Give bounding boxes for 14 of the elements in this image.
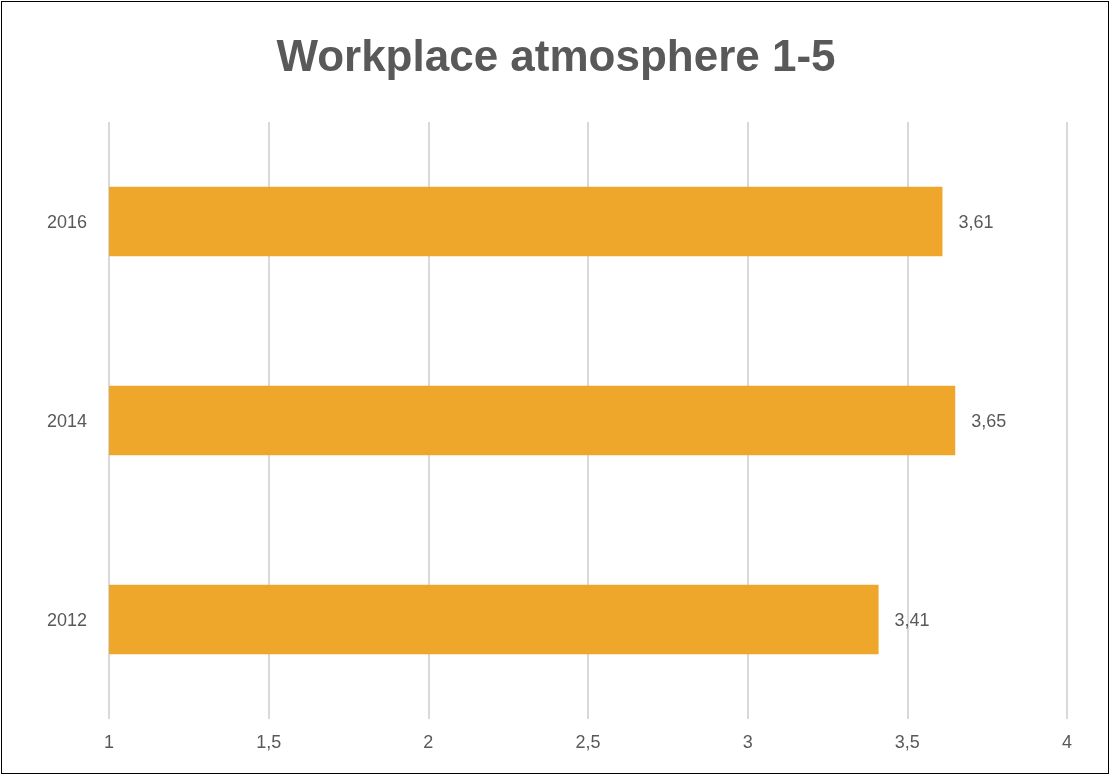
data-label: 3,61: [958, 211, 994, 232]
chart-title: Workplace atmosphere 1-5: [276, 30, 836, 80]
y-tick-label: 2014: [46, 410, 87, 431]
y-tick-label: 2012: [46, 609, 87, 630]
x-tick-label: 1: [103, 732, 115, 752]
x-tick-label: 3: [742, 732, 753, 752]
x-tick-label: 1,5: [256, 732, 282, 752]
y-tick-label: 2016: [46, 211, 87, 232]
x-tick-label: 2,5: [575, 732, 601, 752]
data-label: 3,41: [894, 609, 930, 630]
x-tick-label: 4: [1061, 732, 1073, 752]
data-label: 3,65: [971, 410, 1007, 431]
x-tick-label: 3,5: [894, 732, 920, 752]
x-tick-label: 2: [423, 732, 434, 752]
